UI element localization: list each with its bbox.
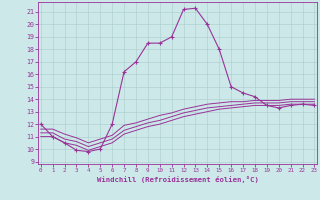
X-axis label: Windchill (Refroidissement éolien,°C): Windchill (Refroidissement éolien,°C) [97,176,259,183]
